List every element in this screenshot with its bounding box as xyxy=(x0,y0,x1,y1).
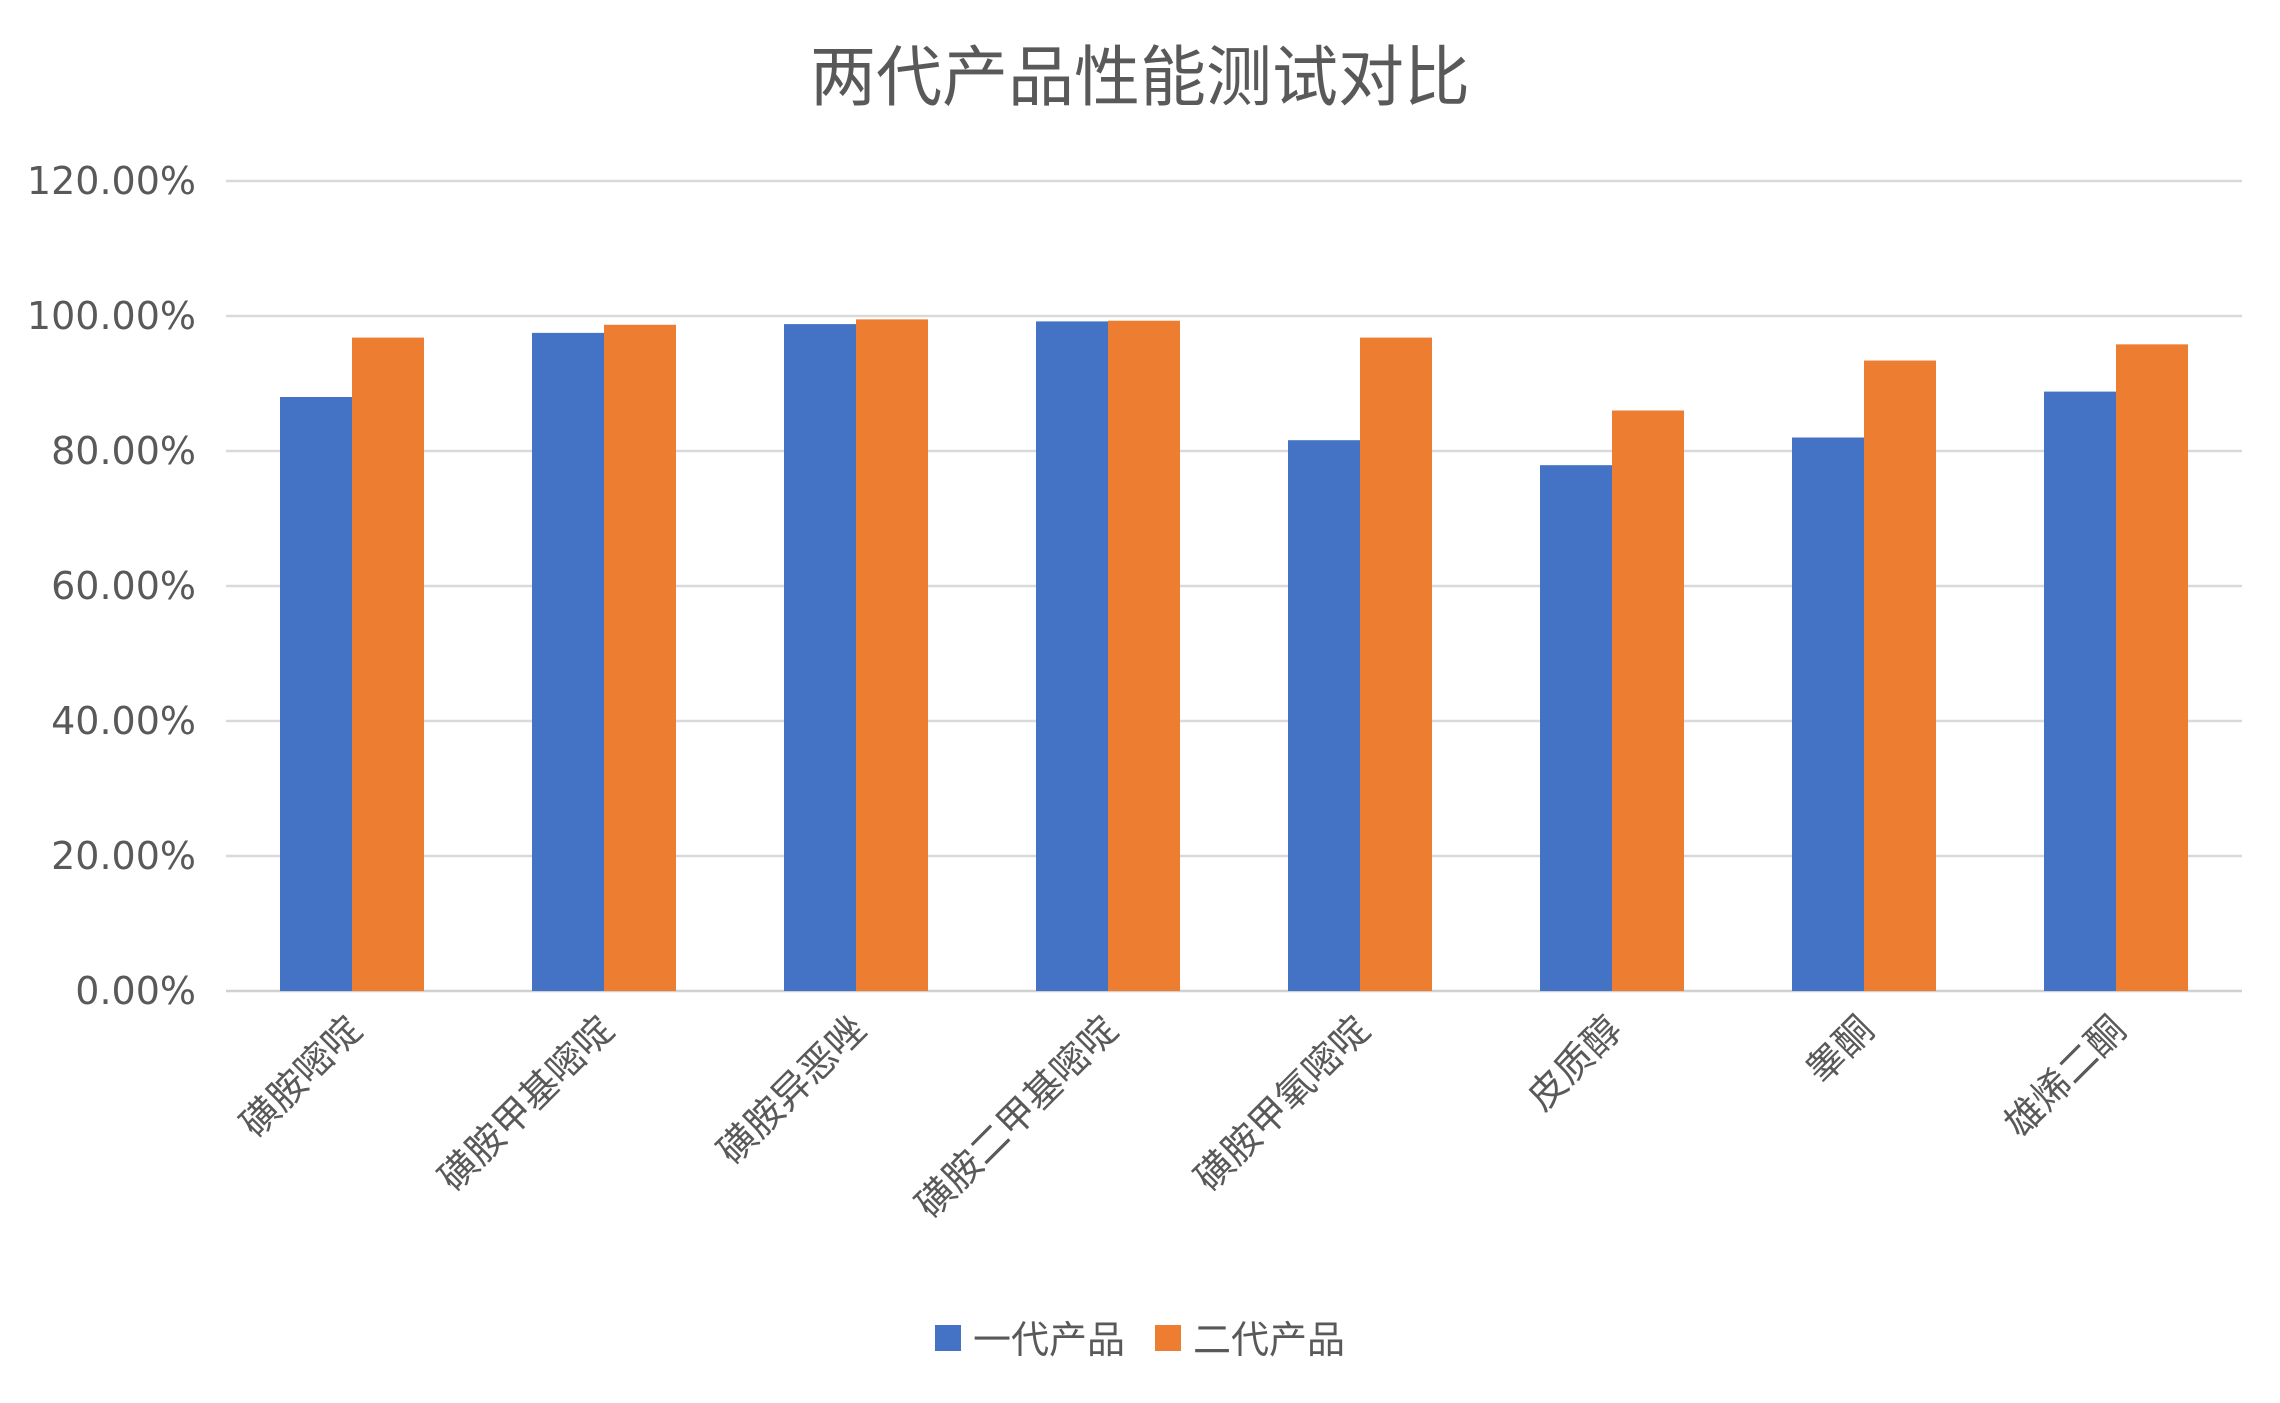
x-axis: 磺胺嘧啶 磺胺甲基嘧啶 磺胺异恶唑 磺胺二甲基嘧啶 磺胺甲氧嘧啶 皮质醇 睾酮 雄烯二酮 xyxy=(232,1007,2135,1226)
bar-series-2 xyxy=(604,324,676,991)
y-axis: 0.00% 20.00% 40.00% 60.00% 80.00% 100.00% 120.… xyxy=(27,159,196,1013)
y-tick-label: 0.00% xyxy=(75,969,196,1013)
chart-title: 两代产品性能测试对比 xyxy=(810,39,1470,116)
bar-series-2 xyxy=(1864,360,1936,991)
gridlines xyxy=(226,179,2242,993)
bar-series-2 xyxy=(2116,344,2188,992)
bar-series-1 xyxy=(1288,440,1360,991)
legend-item: 一代产品 xyxy=(934,1318,1125,1362)
y-tick-label: 120.00% xyxy=(27,159,196,203)
bar-series-2 xyxy=(1612,410,1684,991)
bar-series-2 xyxy=(856,319,928,991)
bar-series-1 xyxy=(280,397,352,991)
x-tick-label: 皮质醇 xyxy=(1519,1007,1631,1119)
x-tick-label: 睾酮 xyxy=(1798,1007,1883,1092)
bar-series-2 xyxy=(1360,337,1432,992)
bar-series-1 xyxy=(532,332,604,991)
bar-series-1 xyxy=(1036,321,1108,991)
legend: 一代产品 二代产品 xyxy=(934,1318,1345,1362)
x-tick-label: 磺胺异恶唑 xyxy=(709,1007,874,1172)
bar-series-1 xyxy=(1792,437,1864,991)
bar-series-1 xyxy=(784,324,856,992)
x-tick-label: 磺胺甲氧嘧啶 xyxy=(1186,1007,1378,1199)
legend-swatch xyxy=(1155,1325,1181,1351)
x-tick-label: 磺胺二甲基嘧啶 xyxy=(907,1007,1126,1226)
y-tick-label: 20.00% xyxy=(51,834,196,878)
legend-item: 二代产品 xyxy=(1155,1318,1345,1362)
legend-label: 一代产品 xyxy=(973,1318,1125,1362)
bar-series-2 xyxy=(1108,320,1180,992)
y-tick-label: 80.00% xyxy=(51,429,196,473)
x-tick-label: 雄烯二酮 xyxy=(1996,1007,2135,1146)
y-tick-label: 100.00% xyxy=(27,294,196,338)
bars xyxy=(280,319,2188,992)
bar-series-1 xyxy=(2044,391,2116,992)
y-tick-label: 60.00% xyxy=(51,564,196,608)
y-tick-label: 40.00% xyxy=(51,699,196,743)
legend-label: 二代产品 xyxy=(1193,1318,1345,1362)
bar-series-2 xyxy=(352,337,424,992)
x-tick-label: 磺胺嘧啶 xyxy=(232,1007,371,1146)
x-tick-label: 磺胺甲基嘧啶 xyxy=(430,1007,622,1199)
bar-series-1 xyxy=(1540,465,1612,991)
legend-swatch xyxy=(934,1325,961,1351)
